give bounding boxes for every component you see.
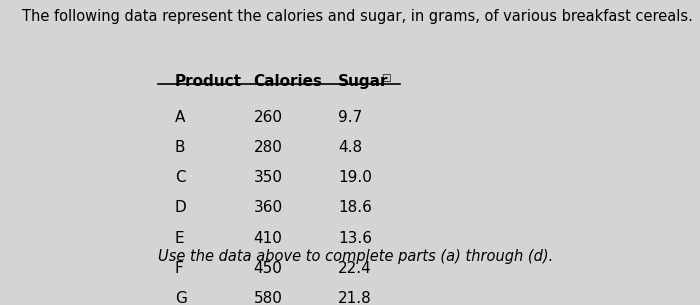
Text: F: F [174,261,183,276]
Text: A: A [174,109,185,124]
Text: 13.6: 13.6 [338,231,372,246]
Text: Product: Product [174,74,242,89]
Text: E: E [174,231,184,246]
Text: Calories: Calories [253,74,323,89]
Text: 22.4: 22.4 [338,261,372,276]
Text: 18.6: 18.6 [338,200,372,215]
Text: 410: 410 [253,231,282,246]
Text: The following data represent the calories and sugar, in grams, of various breakf: The following data represent the calorie… [22,9,693,24]
Text: 4.8: 4.8 [338,140,362,155]
Text: B: B [174,140,185,155]
Text: 19.0: 19.0 [338,170,372,185]
Text: 280: 280 [253,140,282,155]
Text: C: C [174,170,186,185]
Text: Use the data above to complete parts (a) through (d).: Use the data above to complete parts (a)… [158,249,553,264]
Text: 450: 450 [253,261,282,276]
Text: 9.7: 9.7 [338,109,363,124]
Text: 21.8: 21.8 [338,291,372,305]
Text: Sugar: Sugar [338,74,388,89]
Text: 360: 360 [253,200,283,215]
Text: 350: 350 [253,170,283,185]
Text: G: G [174,291,186,305]
Text: □: □ [381,73,391,83]
Text: 580: 580 [253,291,282,305]
Text: 260: 260 [253,109,283,124]
Text: D: D [174,200,186,215]
